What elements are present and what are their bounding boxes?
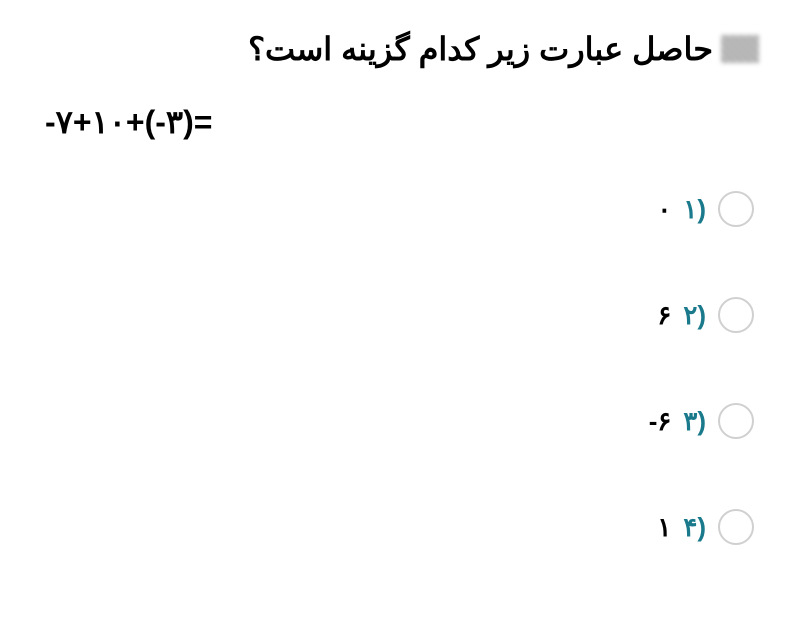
question-badge [721,35,759,63]
option-number: ۴) [683,512,706,543]
option-3[interactable]: -۶ ۳) [40,403,754,439]
option-number: ۲) [683,300,706,331]
radio-button[interactable] [718,297,754,333]
option-number: ۱) [683,194,706,225]
equation-expression: -۷+۱۰+(-۳)= [40,103,759,141]
option-2[interactable]: ۶ ۲) [40,297,754,333]
radio-button[interactable] [718,403,754,439]
options-list: ۰ ۱) ۶ ۲) -۶ ۳) ۱ ۴) [40,191,759,545]
option-value: ۶ [657,300,671,331]
question-text: حاصل عبارت زیر کدام گزینه است؟ [248,30,713,68]
option-value: -۶ [649,406,672,437]
option-number: ۳) [683,406,706,437]
option-1[interactable]: ۰ ۱) [40,191,754,227]
option-value: ۱ [657,512,671,543]
radio-button[interactable] [718,509,754,545]
radio-button[interactable] [718,191,754,227]
option-4[interactable]: ۱ ۴) [40,509,754,545]
question-header: حاصل عبارت زیر کدام گزینه است؟ [40,30,759,68]
option-value: ۰ [657,194,671,225]
